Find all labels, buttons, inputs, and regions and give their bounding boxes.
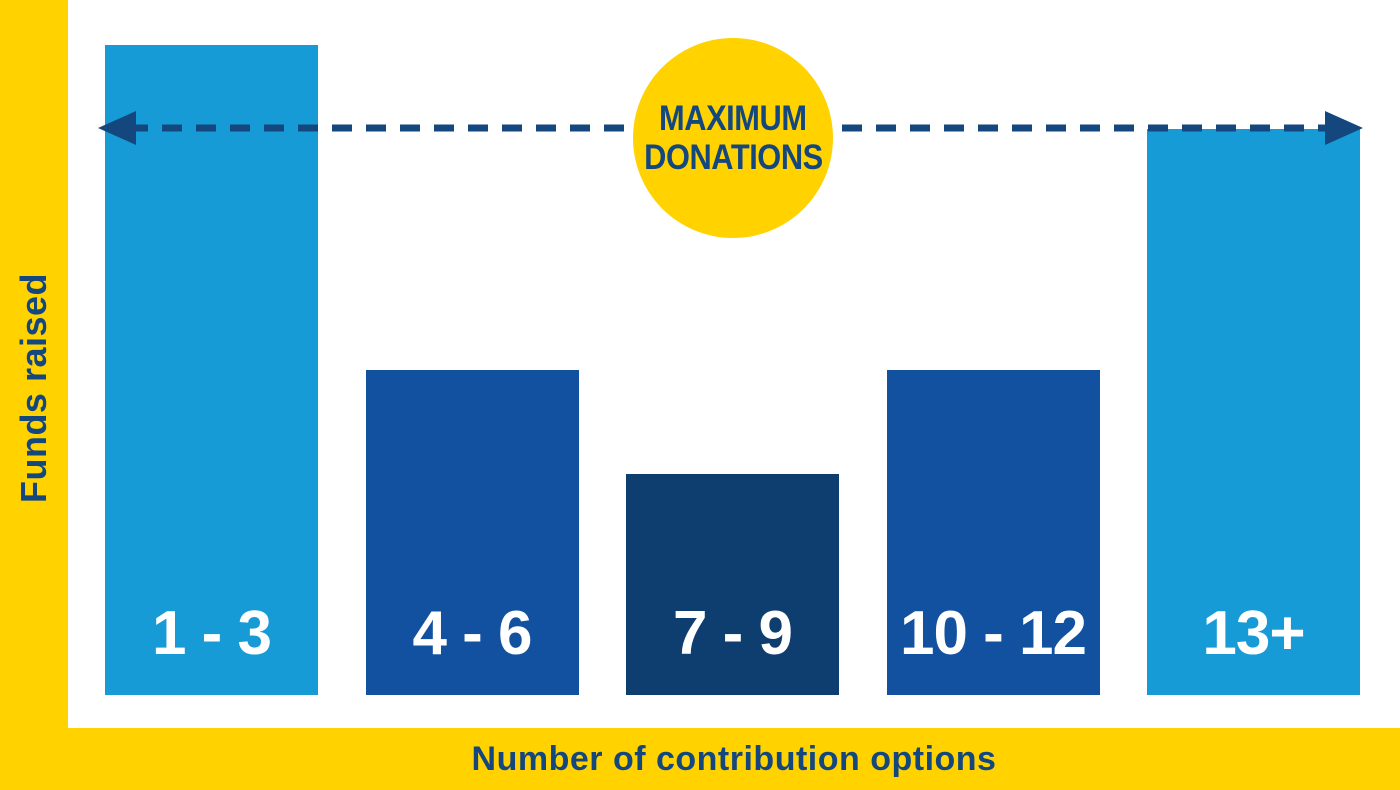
bar-4: 10 - 12 — [886, 370, 1100, 695]
max-donations-badge: MAXIMUM DONATIONS — [633, 38, 833, 238]
bar-label: 7 - 9 — [672, 599, 793, 668]
bar-3: 7 - 9 — [626, 474, 839, 695]
x-axis-band: Number of contribution options — [0, 728, 1400, 790]
y-axis-label: Funds raised — [13, 272, 54, 504]
bar-1: 1 - 3 — [105, 45, 318, 695]
max-donations-line — [98, 104, 1363, 152]
bars: 1 - 3 4 - 6 7 - 9 10 - 12 13+ — [68, 0, 1400, 695]
bar-label: 4 - 6 — [412, 599, 532, 668]
bar-label: 10 - 12 — [899, 599, 1087, 668]
bar-label: 13+ — [1202, 599, 1305, 668]
arrow-right-icon — [1325, 111, 1363, 145]
bar-2: 4 - 6 — [365, 370, 579, 695]
x-axis-label: Number of contribution options — [471, 739, 997, 778]
bar-label: 1 - 3 — [151, 599, 272, 668]
bar-5: 13+ — [1147, 129, 1360, 695]
dashed-arrow-line-icon — [98, 111, 1363, 145]
arrow-left-icon — [98, 111, 136, 145]
badge-line-1: MAXIMUM — [659, 98, 807, 138]
badge-line-2: DONATIONS — [643, 138, 823, 177]
y-axis-band — [0, 0, 68, 790]
